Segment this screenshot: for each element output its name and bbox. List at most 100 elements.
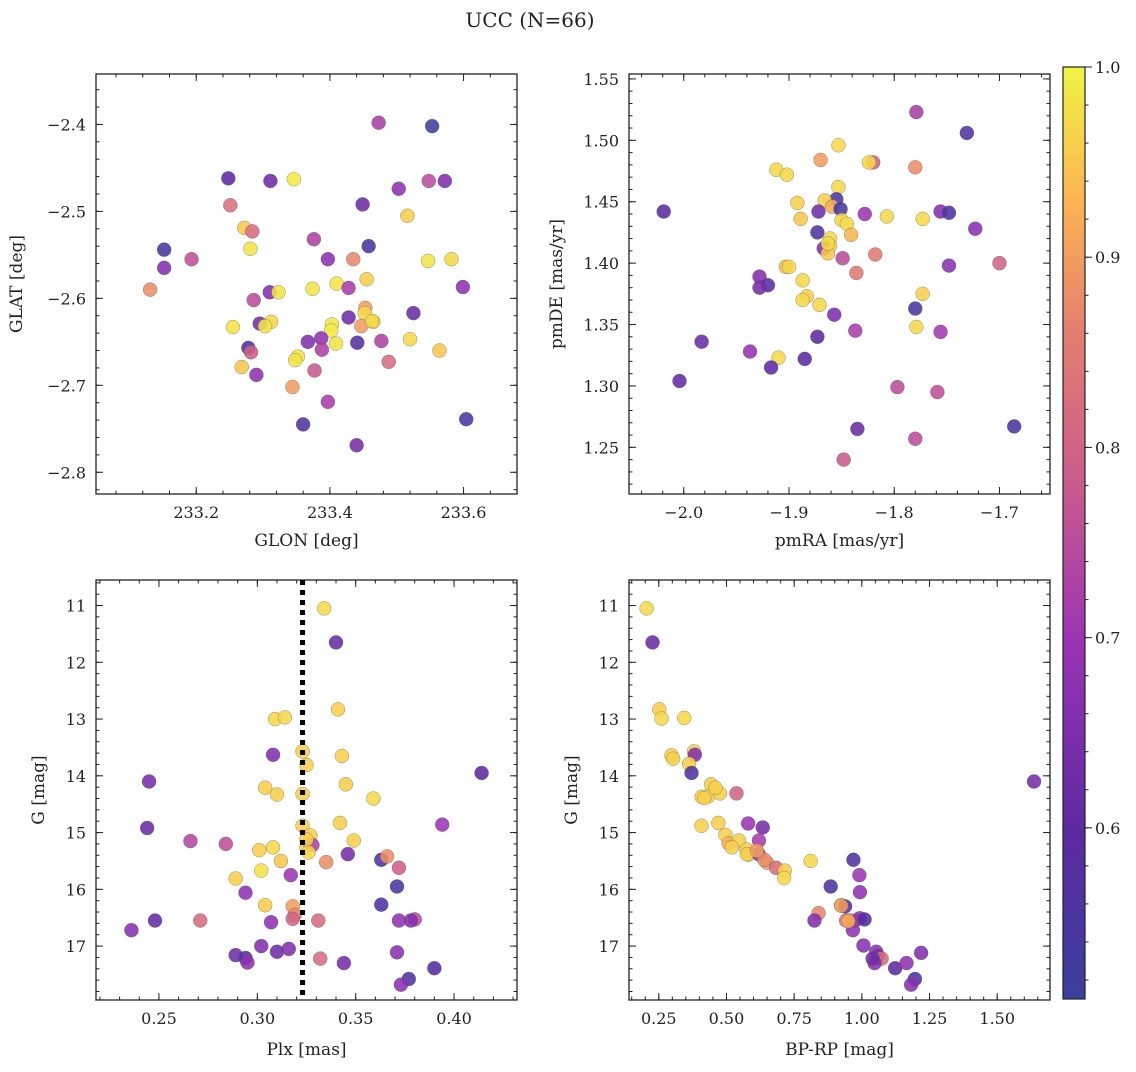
data-point — [249, 367, 264, 383]
data-point — [959, 125, 975, 141]
data-point — [823, 879, 838, 894]
x-tick-label: 0.30 — [240, 1009, 276, 1028]
data-point — [346, 833, 361, 848]
data-point — [156, 260, 172, 276]
data-point — [807, 913, 822, 928]
data-point — [776, 870, 792, 886]
data-point — [848, 323, 863, 338]
y-tick-label: 17 — [599, 937, 619, 956]
ticks — [629, 580, 1050, 1000]
data-point — [930, 384, 945, 400]
data-point — [139, 820, 155, 836]
data-point — [852, 867, 867, 883]
data-point — [694, 818, 709, 834]
data-point — [381, 354, 396, 370]
data-point — [341, 280, 356, 296]
data-point — [742, 344, 758, 359]
data-point — [752, 280, 767, 295]
data-point — [218, 836, 234, 852]
y-tick-label: 17 — [66, 937, 86, 956]
data-point — [328, 336, 344, 351]
data-point — [763, 360, 779, 375]
data-point — [328, 635, 344, 650]
panel-top-left: 233.2 233.4 233.6 −2.4 −2.5 −2.6 −2.7 −2.8 GLON … — [7, 73, 518, 551]
data-point — [903, 977, 919, 992]
x-tick-label: 0.40 — [436, 1009, 472, 1028]
data-point — [300, 334, 316, 350]
data-point — [318, 854, 334, 870]
data-point — [740, 816, 756, 831]
y-tick-label: 11 — [66, 597, 86, 616]
data-point — [908, 301, 923, 316]
data-point — [336, 955, 352, 971]
data-point — [320, 251, 336, 267]
y-axis-label: G [mag] — [562, 755, 582, 824]
colorbar-tick-label: 0.8 — [1095, 438, 1120, 457]
x-tick-label: 233.6 — [441, 503, 487, 522]
data-point — [810, 225, 825, 240]
data-point — [908, 160, 923, 175]
scatter-points — [142, 115, 474, 453]
data-point — [856, 938, 871, 953]
y-axis-label: G [mag] — [29, 755, 49, 824]
data-point — [306, 231, 322, 247]
data-point — [361, 238, 376, 254]
data-point — [797, 351, 813, 367]
data-point — [389, 945, 405, 960]
y-tick-label: 12 — [599, 653, 619, 672]
data-point — [444, 251, 459, 267]
figure-title: UCC (N=66) — [465, 8, 594, 32]
data-point — [374, 333, 389, 349]
data-point — [835, 250, 850, 266]
x-tick-label: 233.4 — [307, 503, 353, 522]
data-point — [656, 204, 671, 219]
data-point — [269, 787, 285, 802]
y-tick-label: 15 — [599, 824, 619, 843]
data-point — [810, 329, 825, 345]
colorbar-tick-label: 0.7 — [1095, 629, 1120, 648]
data-point — [234, 359, 249, 375]
data-point — [790, 195, 805, 211]
data-point — [156, 242, 172, 257]
x-tick-label: 1.25 — [912, 1009, 948, 1028]
data-point — [265, 747, 281, 763]
data-point — [393, 977, 409, 992]
y-axis-label: pmDE [mas/yr] — [547, 219, 567, 349]
data-point — [909, 104, 924, 120]
data-point — [252, 842, 267, 858]
data-point — [841, 913, 856, 929]
data-point — [850, 421, 865, 437]
data-point — [879, 209, 895, 224]
data-point — [257, 780, 273, 795]
data-point — [432, 343, 447, 358]
x-axis-label: pmRA [mas/yr] — [775, 531, 904, 551]
data-point — [313, 951, 328, 966]
data-point — [843, 227, 859, 243]
y-tick-label: 1.55 — [583, 70, 619, 89]
data-point — [246, 292, 261, 308]
data-point — [908, 431, 923, 446]
colorbar-tick-label: 1.0 — [1095, 58, 1120, 77]
data-point — [639, 601, 654, 616]
data-point — [795, 273, 810, 288]
y-tick-label: −2.6 — [47, 289, 86, 308]
data-point — [868, 247, 883, 262]
x-axis-label: GLON [deg] — [254, 531, 358, 551]
data-point — [263, 914, 279, 930]
data-point — [366, 791, 381, 806]
y-tick-label: −2.8 — [47, 463, 86, 482]
data-point — [857, 206, 873, 222]
data-point — [183, 833, 198, 849]
data-point — [371, 115, 386, 130]
data-point — [257, 897, 273, 913]
data-point — [221, 171, 236, 186]
data-point — [238, 885, 253, 900]
colorbar: 0.6 0.7 0.8 0.9 1.0 — [1062, 58, 1120, 1000]
data-point — [273, 853, 289, 869]
data-point — [364, 313, 380, 329]
data-point — [243, 241, 258, 257]
data-point — [334, 748, 350, 764]
data-point — [755, 820, 770, 835]
x-tick-label: −2.0 — [664, 503, 703, 522]
data-point — [749, 843, 765, 858]
